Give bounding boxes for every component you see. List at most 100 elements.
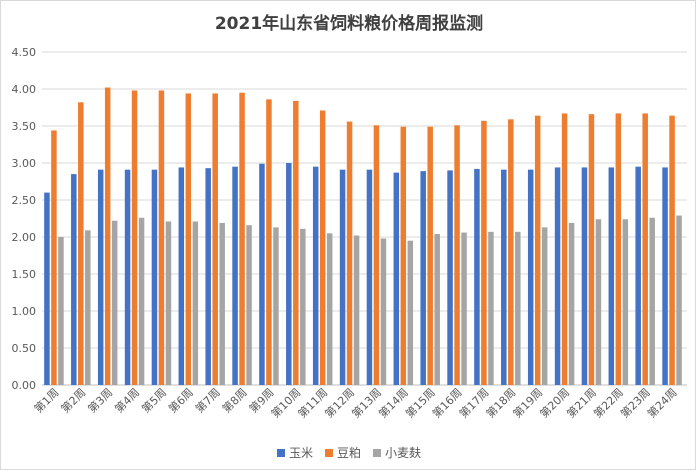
bar bbox=[246, 225, 252, 385]
x-tick-label: 第19周 bbox=[510, 385, 545, 420]
bar bbox=[447, 170, 453, 385]
x-tick-label: 第18周 bbox=[483, 385, 518, 420]
bar bbox=[346, 121, 353, 385]
bar bbox=[232, 166, 238, 385]
x-tick-label: 第17周 bbox=[456, 385, 491, 420]
bar bbox=[420, 171, 426, 385]
x-tick-label: 第22周 bbox=[591, 385, 626, 420]
x-tick-label: 第10周 bbox=[268, 385, 303, 420]
x-tick-label: 第2周 bbox=[58, 385, 88, 415]
y-tick-label: 2.00 bbox=[12, 231, 37, 244]
x-tick-label: 第12周 bbox=[322, 385, 357, 420]
bar bbox=[165, 221, 172, 385]
bar bbox=[662, 167, 668, 385]
bar bbox=[474, 168, 480, 385]
bar bbox=[212, 93, 218, 385]
bar bbox=[481, 120, 487, 385]
legend-swatch bbox=[373, 448, 381, 457]
bar bbox=[273, 227, 279, 385]
bar bbox=[326, 233, 333, 385]
bar bbox=[85, 230, 91, 385]
bar bbox=[293, 100, 299, 385]
bar bbox=[393, 172, 400, 385]
bar bbox=[622, 219, 629, 385]
x-tick-label: 第21周 bbox=[564, 385, 599, 420]
legend-swatch bbox=[276, 448, 285, 457]
legend-item: 玉米 bbox=[276, 444, 313, 461]
x-tick-label: 第13周 bbox=[349, 385, 384, 420]
x-tick-label: 第6周 bbox=[166, 385, 196, 415]
bar bbox=[205, 168, 211, 385]
bar bbox=[400, 126, 407, 386]
x-tick-label: 第20周 bbox=[537, 385, 572, 420]
bar bbox=[239, 92, 245, 385]
bar bbox=[353, 235, 360, 385]
x-tick-label: 第24周 bbox=[644, 385, 679, 420]
x-tick-label: 第7周 bbox=[192, 385, 222, 415]
bar bbox=[454, 125, 460, 385]
y-tick-label: 1.50 bbox=[12, 268, 37, 281]
bar bbox=[219, 222, 225, 385]
bar bbox=[158, 90, 165, 385]
bar bbox=[541, 227, 548, 385]
y-tick-label: 2.50 bbox=[12, 194, 37, 207]
bar bbox=[97, 169, 104, 385]
y-tick-label: 4.00 bbox=[12, 83, 37, 96]
x-tick-label: 第8周 bbox=[219, 385, 249, 415]
bar bbox=[461, 232, 467, 385]
bar bbox=[51, 130, 57, 385]
legend-item: 豆粕 bbox=[324, 444, 361, 461]
bar bbox=[434, 234, 440, 385]
bar bbox=[676, 215, 682, 385]
bar bbox=[649, 217, 655, 385]
bar bbox=[595, 219, 602, 385]
bar bbox=[508, 119, 514, 385]
bar bbox=[300, 228, 306, 385]
bar bbox=[151, 169, 158, 385]
bar bbox=[319, 110, 326, 386]
bar bbox=[178, 167, 185, 385]
bar bbox=[131, 90, 138, 385]
chart-legend: 玉米 豆粕 小麦麸 bbox=[1, 444, 696, 461]
y-tick-label: 1.00 bbox=[12, 305, 37, 318]
bar bbox=[373, 125, 380, 385]
x-tick-label: 第4周 bbox=[112, 385, 142, 415]
bar bbox=[111, 220, 118, 385]
x-tick-label: 第15周 bbox=[402, 385, 437, 420]
bar bbox=[561, 113, 568, 386]
bar bbox=[527, 169, 534, 385]
legend-label: 豆粕 bbox=[336, 446, 361, 460]
bar bbox=[104, 87, 111, 386]
x-tick-label: 第5周 bbox=[139, 385, 169, 415]
bar bbox=[407, 240, 414, 385]
bar bbox=[78, 102, 84, 385]
y-tick-label: 0.00 bbox=[12, 379, 37, 392]
x-tick-label: 第11周 bbox=[295, 385, 330, 420]
bar bbox=[488, 231, 494, 385]
bar bbox=[185, 93, 192, 385]
y-tick-label: 0.50 bbox=[12, 342, 37, 355]
bar bbox=[312, 166, 319, 385]
bar bbox=[669, 115, 675, 385]
y-tick-label: 3.50 bbox=[12, 120, 37, 133]
bar bbox=[501, 169, 507, 385]
bar bbox=[635, 166, 641, 385]
bar bbox=[427, 126, 433, 386]
x-tick-label: 第23周 bbox=[617, 385, 652, 420]
bar bbox=[339, 169, 346, 385]
bar bbox=[534, 115, 541, 385]
bar bbox=[71, 174, 77, 385]
x-tick-label: 第16周 bbox=[429, 385, 464, 420]
bar bbox=[380, 238, 387, 385]
bar bbox=[554, 167, 561, 385]
bar bbox=[124, 169, 131, 385]
legend-label: 玉米 bbox=[288, 446, 313, 460]
bar bbox=[192, 221, 199, 385]
x-tick-label: 第14周 bbox=[376, 385, 411, 420]
x-tick-label: 第3周 bbox=[85, 385, 115, 415]
bar bbox=[58, 237, 64, 385]
bar bbox=[588, 114, 595, 385]
y-tick-label: 3.00 bbox=[12, 157, 37, 170]
